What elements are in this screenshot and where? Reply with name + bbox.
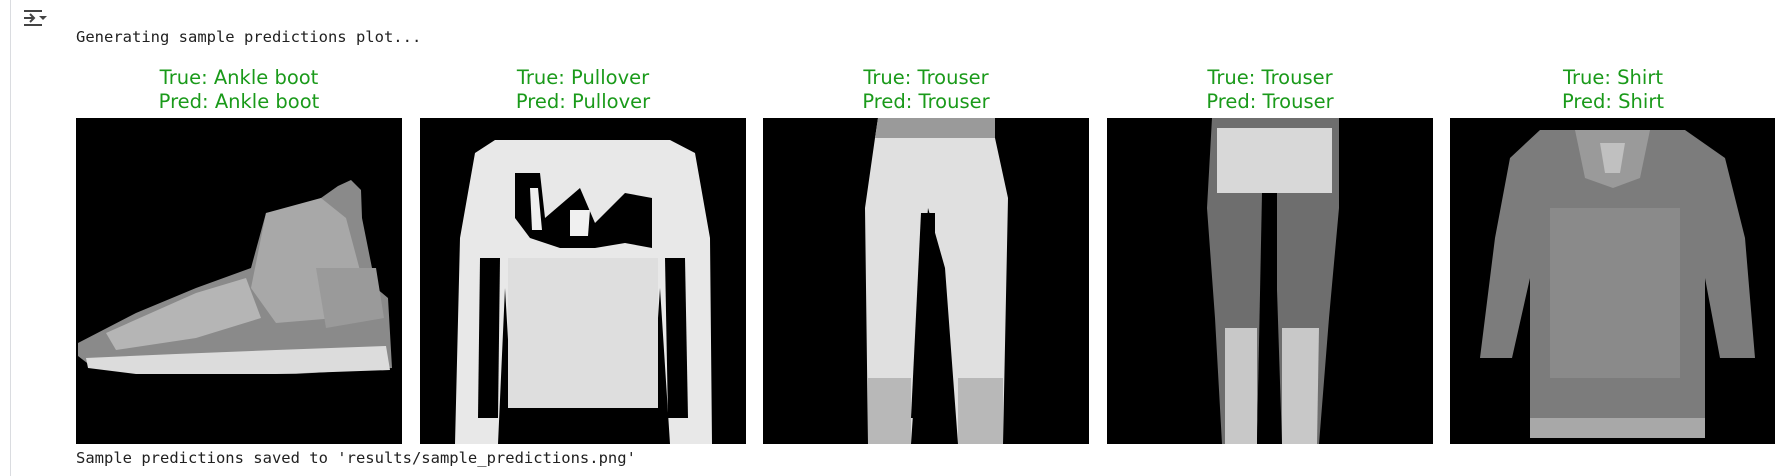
true-label: True: Trouser (1207, 66, 1333, 89)
sample-image-trouser (763, 118, 1089, 444)
pred-label: Pred: Trouser (862, 90, 990, 113)
prediction-caption: True: Ankle boot Pred: Ankle boot (76, 66, 402, 114)
sample-image-ankle-boot (76, 118, 402, 444)
output-collapse-icon[interactable] (22, 8, 48, 30)
sample-image-trouser (1107, 118, 1433, 444)
pred-label: Pred: Pullover (515, 90, 651, 113)
sample-image-shirt (1450, 118, 1775, 444)
pred-label: Pred: Ankle boot (158, 90, 320, 113)
prediction-caption: True: Shirt Pred: Shirt (1450, 66, 1775, 114)
true-label: True: Ankle boot (159, 66, 319, 89)
prediction-panel: True: Shirt Pred: Shirt (1450, 66, 1775, 444)
prediction-caption: True: Trouser Pred: Trouser (763, 66, 1089, 114)
output-log-line: Generating sample predictions plot... (76, 28, 422, 46)
prediction-caption: True: Pullover Pred: Pullover (420, 66, 746, 114)
cell-left-border (10, 0, 11, 476)
prediction-panel: True: Pullover Pred: Pullover (420, 66, 746, 444)
prediction-panel: True: Trouser Pred: Trouser (763, 66, 1089, 444)
true-label: True: Pullover (516, 66, 650, 89)
true-label: True: Shirt (1562, 66, 1663, 89)
prediction-caption: True: Trouser Pred: Trouser (1107, 66, 1433, 114)
prediction-panel: True: Ankle boot Pred: Ankle boot (76, 66, 402, 444)
prediction-panel: True: Trouser Pred: Trouser (1107, 66, 1433, 444)
pred-label: Pred: Trouser (1206, 90, 1334, 113)
true-label: True: Trouser (863, 66, 989, 89)
output-log-line: Sample predictions saved to 'results/sam… (76, 449, 636, 467)
pred-label: Pred: Shirt (1562, 90, 1664, 113)
sample-image-pullover (420, 118, 746, 444)
